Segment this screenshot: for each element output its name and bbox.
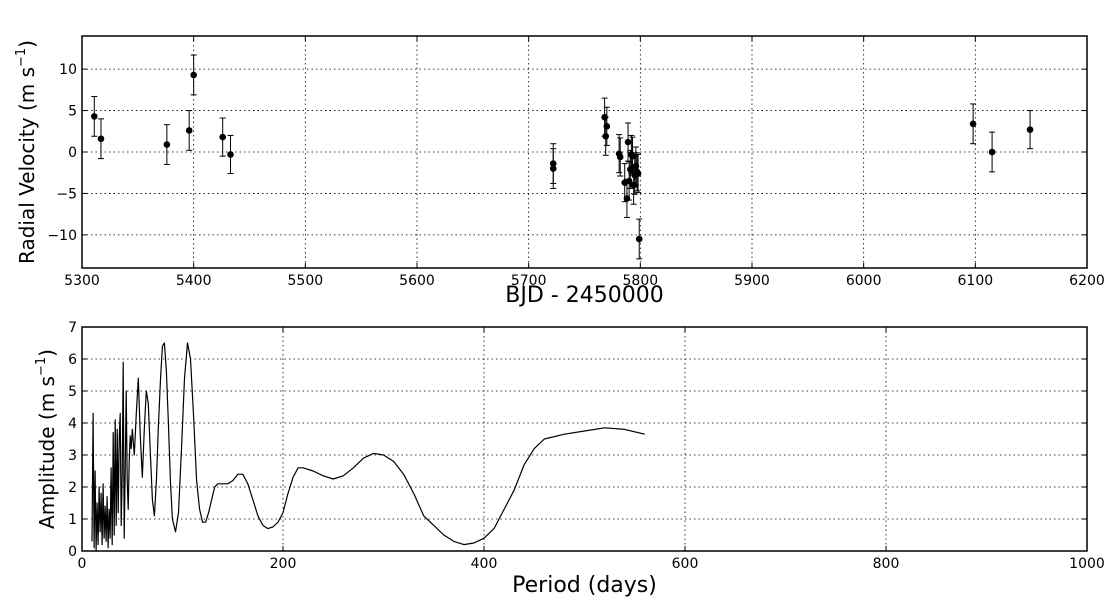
rv-data-point: [616, 137, 624, 177]
rv-marker: [97, 135, 105, 143]
rv-marker: [632, 162, 640, 170]
rv-ticks: 5300 5400 5500 5600 5700 5800 5900 6000 6100 6200…: [47, 36, 1105, 289]
periodogram-y-axis-label-exponent: −1: [34, 357, 49, 376]
periodogram-x-tick-label: 600: [672, 556, 699, 572]
rv-x-tick-label: 6000: [846, 273, 882, 289]
periodogram-y-tick-label: 2: [68, 480, 77, 496]
rv-y-tick-label: 10: [59, 62, 77, 78]
rv-marker: [626, 166, 634, 173]
rv-data-point: [190, 54, 197, 96]
rv-y-axis-label-close: ): [15, 40, 39, 48]
periodogram-y-tick-label: 6: [68, 352, 77, 368]
periodogram-x-tick-label: 400: [471, 556, 498, 572]
rv-marker: [634, 170, 642, 177]
rv-marker: [549, 165, 557, 172]
rv-marker: [1026, 126, 1034, 133]
rv-y-tick-label: −5: [56, 186, 77, 202]
rv-data-point: [632, 146, 640, 186]
periodogram-ticks: 0 200 400 600 800 1000 0 1 2 3 4 5 6 7: [68, 320, 1105, 572]
rv-data-point: [624, 122, 632, 162]
rv-marker: [163, 141, 171, 148]
rv-data-point: [969, 103, 977, 145]
periodogram-y-tick-label: 1: [68, 512, 77, 528]
periodogram-x-tick-label: 0: [78, 556, 87, 572]
rv-marker: [190, 71, 197, 79]
rv-marker: [185, 127, 193, 134]
periodogram-grid: [82, 327, 1087, 551]
periodogram-y-tick-label: 7: [68, 320, 77, 336]
rv-y-tick-label: −10: [47, 228, 77, 244]
periodogram-y-tick-label: 4: [68, 416, 77, 432]
periodogram-frame: [81, 326, 1088, 552]
rv-x-tick-label: 5600: [399, 273, 435, 289]
radial-velocity-panel: 5300 5400 5500 5600 5700 5800 5900 6000 6100 6200…: [14, 35, 1105, 308]
rv-data-point: [163, 124, 171, 165]
periodogram-y-axis-label-close: ): [35, 349, 59, 357]
rv-points: [90, 54, 1034, 260]
rv-y-tick-label: 5: [68, 104, 77, 120]
rv-marker: [635, 235, 643, 243]
rv-data-point: [634, 153, 642, 194]
rv-frame: [81, 35, 1088, 269]
rv-data-point: [97, 118, 105, 160]
rv-marker: [988, 148, 996, 156]
rv-x-tick-label: 6100: [958, 273, 994, 289]
rv-data-point: [615, 134, 623, 174]
rv-x-tick-label: 5500: [288, 273, 324, 289]
rv-y-axis-label-exponent: −1: [14, 48, 29, 67]
periodogram-x-tick-label: 1000: [1069, 556, 1105, 572]
periodogram-x-tick-label: 800: [873, 556, 900, 572]
rv-data-point: [1026, 110, 1034, 150]
rv-marker: [616, 153, 624, 161]
rv-marker: [603, 123, 611, 130]
rv-data-point: [90, 95, 98, 137]
periodogram-y-axis-label: Amplitude (m s−1): [34, 349, 59, 529]
rv-data-point: [227, 134, 234, 175]
rv-x-tick-label: 5900: [734, 273, 770, 289]
rv-x-tick-label: 5300: [64, 273, 100, 289]
rv-data-point: [635, 218, 643, 260]
rv-y-tick-label: 0: [68, 145, 77, 161]
periodogram-y-axis-label-main: Amplitude (m s: [35, 376, 59, 529]
rv-x-tick-label: 6200: [1069, 273, 1105, 289]
rv-marker: [90, 113, 98, 120]
rv-marker: [219, 133, 226, 141]
periodogram-x-tick-label: 200: [270, 556, 297, 572]
periodogram-curve-layer: [91, 342, 645, 552]
rv-data-point: [219, 117, 226, 157]
rv-y-axis-label-main: Radial Velocity (m s: [15, 67, 39, 264]
rv-data-point: [185, 110, 193, 151]
rv-marker: [227, 151, 234, 158]
rv-x-axis-label: BJD - 2450000: [505, 283, 663, 308]
periodogram-y-tick-label: 5: [68, 384, 77, 400]
rv-y-axis-label: Radial Velocity (m s−1): [14, 40, 39, 264]
rv-data-point: [602, 116, 610, 156]
rv-data-point: [549, 148, 557, 189]
rv-x-tick-label: 5400: [176, 273, 212, 289]
periodogram-y-tick-label: 0: [68, 544, 77, 560]
rv-data-point: [988, 131, 996, 173]
periodogram-y-tick-label: 3: [68, 448, 77, 464]
rv-marker: [602, 132, 610, 140]
rv-x-tick-label: 5700: [511, 273, 547, 289]
rv-marker: [625, 177, 633, 185]
rv-x-tick-label: 5800: [623, 273, 659, 289]
periodogram-amplitude-curve: [91, 342, 645, 552]
rv-data-point: [603, 106, 611, 146]
periodogram-x-axis-label: Period (days): [512, 573, 657, 598]
rv-marker: [969, 120, 977, 128]
rv-marker: [624, 138, 632, 146]
rv-grid: [82, 36, 1087, 268]
